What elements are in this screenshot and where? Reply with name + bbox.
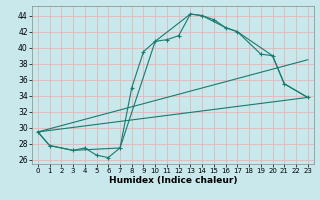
- X-axis label: Humidex (Indice chaleur): Humidex (Indice chaleur): [108, 176, 237, 185]
